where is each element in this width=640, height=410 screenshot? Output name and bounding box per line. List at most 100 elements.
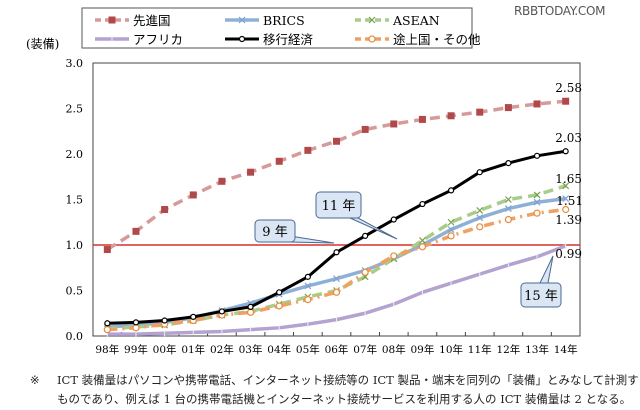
x-tick-label: 04年	[267, 343, 291, 356]
end-value-label: 0.99	[555, 247, 582, 261]
data-point	[304, 146, 312, 154]
legend-swatch-marker	[108, 16, 116, 24]
legend-label: 途上国・その他	[393, 32, 481, 47]
data-point	[476, 169, 483, 176]
data-point	[189, 191, 197, 199]
data-point	[447, 187, 455, 194]
y-axis-label: (装備)	[26, 36, 59, 51]
data-point	[504, 196, 512, 203]
data-point	[562, 182, 570, 190]
legend-swatch-marker	[238, 16, 246, 24]
watermark-logo: RBBTODAY.COM	[514, 4, 606, 18]
data-point	[275, 157, 283, 165]
y-tick-label: 1.0	[66, 239, 84, 252]
y-tick-label: 0.5	[66, 285, 84, 298]
end-value-label: 1.65	[555, 172, 582, 186]
data-point	[505, 160, 512, 167]
x-tick-label: 12年	[496, 343, 520, 356]
data-point	[361, 268, 369, 276]
data-point	[104, 320, 111, 327]
plot-area-border	[92, 62, 581, 337]
x-tick-label: 99年	[124, 343, 148, 356]
ict-equipment-line-chart: 0.0 0.5 1.0 1.5 2.0 2.5 3.0 98年 99年 00年 01年 02年 03年 0…	[26, 7, 583, 356]
legend-box	[81, 7, 473, 49]
callout-pointer	[289, 235, 335, 244]
data-point	[275, 302, 283, 310]
series-line-0	[106, 99, 566, 252]
x-tick-label: 02年	[210, 343, 234, 356]
data-point	[103, 326, 111, 334]
data-point	[247, 303, 254, 310]
x-tick-label: 07年	[353, 343, 377, 356]
data-point	[476, 214, 484, 222]
callout-box	[254, 219, 296, 243]
callout-box	[520, 282, 562, 308]
data-point	[476, 108, 484, 116]
data-point	[562, 205, 570, 214]
callout-label: 15 年	[524, 289, 558, 304]
data-point	[103, 246, 111, 254]
x-tick-label: 01年	[181, 343, 205, 356]
data-point	[190, 313, 197, 320]
callout-label: 9 年	[262, 225, 287, 240]
x-tick-label: 11年	[468, 343, 492, 356]
legend-label: 先進国	[133, 13, 171, 28]
data-point	[246, 308, 255, 316]
data-point	[476, 223, 484, 231]
x-tick-label: 13年	[525, 343, 549, 356]
series-line-4	[107, 149, 566, 325]
legend-swatch-marker	[368, 16, 376, 24]
x-tick-label: 05年	[296, 343, 320, 356]
x-tick-label: 14年	[554, 343, 578, 356]
data-point	[132, 324, 140, 332]
data-point	[447, 112, 455, 120]
data-point	[132, 227, 140, 235]
data-point	[533, 198, 541, 206]
legend-label: 移行経済	[263, 32, 314, 47]
data-point	[304, 296, 312, 304]
data-point	[504, 104, 512, 112]
data-point	[362, 232, 369, 239]
data-point	[276, 289, 283, 296]
data-point	[533, 100, 541, 108]
data-point	[562, 148, 569, 155]
data-point	[161, 206, 169, 214]
y-tick-label: 2.5	[66, 103, 84, 116]
legend-swatch-marker	[368, 35, 376, 43]
data-point	[562, 97, 570, 105]
data-point	[476, 206, 484, 214]
footnote-mark: ※	[30, 373, 40, 387]
data-point	[447, 232, 455, 240]
footnote-line-2: ものであり、例えば 1 台の携帯電話機とインターネット接続サービスを利用する人の…	[57, 392, 632, 406]
data-point	[161, 317, 168, 324]
x-tick-label: 98年	[95, 343, 119, 356]
callout-label: 11 年	[322, 199, 356, 214]
end-value-label: 1.51	[556, 194, 583, 208]
x-tick-label: 06年	[325, 343, 349, 356]
data-point	[333, 249, 340, 256]
data-point	[447, 218, 455, 226]
y-tick-label: 3.0	[66, 57, 84, 70]
data-point	[218, 308, 226, 315]
data-point	[304, 282, 312, 290]
data-point	[333, 275, 340, 283]
data-point	[533, 209, 541, 217]
data-point	[504, 205, 512, 213]
callout-pointer	[539, 255, 554, 284]
data-point	[533, 191, 541, 199]
end-value-label: 1.39	[555, 213, 582, 227]
data-point	[361, 125, 369, 133]
x-tick-label: 10年	[439, 343, 463, 356]
callout-box	[315, 191, 362, 219]
y-tick-label: 0.0	[66, 330, 84, 343]
data-point	[562, 195, 570, 203]
legend-label: アフリカ	[133, 32, 183, 47]
end-value-label: 2.03	[555, 131, 582, 145]
data-point	[418, 243, 427, 251]
data-point	[390, 120, 398, 128]
data-point	[504, 215, 512, 224]
legend-label: BRICS	[263, 13, 305, 28]
data-point	[218, 177, 226, 185]
data-point	[332, 288, 341, 296]
data-point	[418, 115, 426, 123]
